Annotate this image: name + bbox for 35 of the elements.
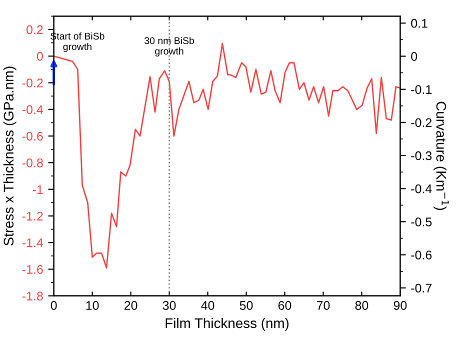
y2-axis-title: Curvature (Km$^{−1}$) <box>434 102 449 210</box>
x-axis-title: Film Thickness (nm) <box>166 318 289 331</box>
x-tick-label: 80 <box>355 301 368 310</box>
x-tick-label: 30 <box>162 301 176 310</box>
line-series <box>54 42 400 269</box>
x-tick-label: 20 <box>124 301 138 310</box>
y2-tick-label: -0.1 <box>411 85 432 94</box>
x-tick-label: 60 <box>278 301 292 310</box>
ref-line-label: 30 nm BiSb growth <box>144 36 194 56</box>
x-tick-label: 90 <box>394 301 407 310</box>
y-tick-label: -0.4 <box>22 105 44 114</box>
x-tick-label: 0 <box>50 301 57 310</box>
y-tick-label: -1 <box>32 185 43 194</box>
y-tick-label: -0.2 <box>22 78 43 88</box>
y-tick-label: -1.4 <box>22 238 44 248</box>
x-tick-label: 50 <box>240 301 253 310</box>
y-tick-label: -0.8 <box>22 158 43 168</box>
x-tick-label: 10 <box>86 301 99 310</box>
y-tick-label: -1.6 <box>22 265 43 274</box>
y2-tick-label: -0.6 <box>411 250 432 260</box>
y2-tick-label: -0.3 <box>411 151 432 160</box>
y2-tick-label: -0.7 <box>411 284 432 293</box>
y-tick-label: -0.6 <box>22 132 43 141</box>
y2-tick-label: -0.5 <box>411 218 432 226</box>
y-axis-title: Stress x Thickness (GPa.nm) <box>3 66 16 246</box>
x-tick-label: 40 <box>201 301 214 310</box>
y2-tick-label: 0 <box>411 52 418 61</box>
y2-tick-label: -0.4 <box>411 184 432 194</box>
x-tick-label: 70 <box>316 301 330 310</box>
y-tick-label: 0 <box>36 52 43 61</box>
y-tick-label: 0.2 <box>26 25 43 34</box>
y2-tick-label: -0.2 <box>411 118 432 128</box>
y-tick-label: -1.2 <box>22 212 43 220</box>
y-tick-label: -1.8 <box>22 292 43 300</box>
y2-tick-label: 0.1 <box>411 18 428 28</box>
